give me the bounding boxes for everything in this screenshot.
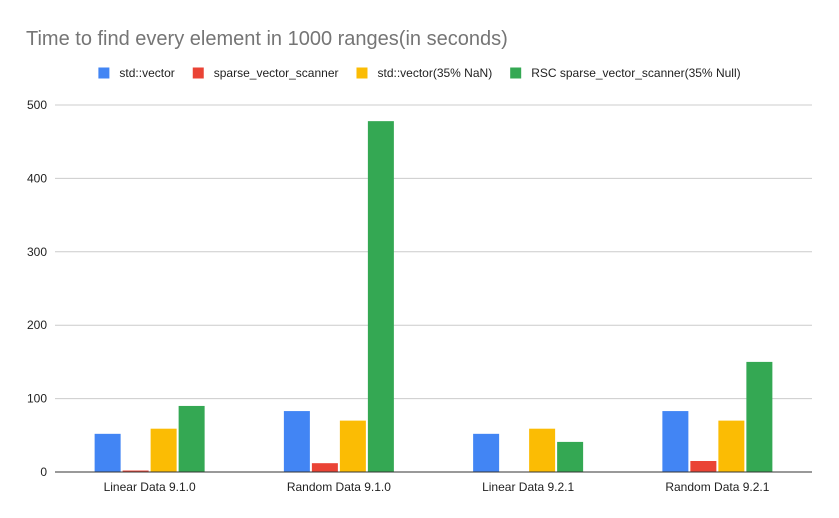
y-tick-label: 300 xyxy=(27,245,47,259)
x-tick-label: Linear Data 9.2.1 xyxy=(482,480,574,494)
x-tick-label: Random Data 9.1.0 xyxy=(287,480,391,494)
legend-label: RSC sparse_vector_scanner(35% Null) xyxy=(531,66,740,80)
bar xyxy=(718,420,745,472)
y-tick-label: 100 xyxy=(27,392,47,406)
y-tick-label: 0 xyxy=(40,465,47,479)
bar xyxy=(178,405,205,472)
bars xyxy=(94,121,773,472)
bar xyxy=(150,428,177,472)
bar xyxy=(746,361,773,472)
y-tick-label: 500 xyxy=(27,98,47,112)
bar xyxy=(94,433,121,472)
bar xyxy=(557,441,584,472)
legend-swatch xyxy=(510,67,522,79)
y-tick-label: 200 xyxy=(27,318,47,332)
legend: std::vector sparse_vector_scanner std::vec… xyxy=(98,66,741,80)
bar xyxy=(473,433,500,472)
bar xyxy=(690,460,717,472)
x-tick-label: Random Data 9.2.1 xyxy=(665,480,769,494)
bar xyxy=(662,411,689,472)
legend-swatch xyxy=(192,67,204,79)
bar xyxy=(529,428,556,472)
legend-label: std::vector(35% NaN) xyxy=(377,66,492,80)
legend-label: std::vector xyxy=(119,66,174,80)
gridlines xyxy=(55,104,812,400)
bar xyxy=(367,121,394,472)
bar xyxy=(283,411,310,472)
bar xyxy=(339,420,366,472)
y-tick-label: 400 xyxy=(27,171,47,185)
bar xyxy=(311,463,338,472)
legend-label: sparse_vector_scanner xyxy=(214,66,339,80)
bar xyxy=(122,470,149,472)
x-tick-label: Linear Data 9.1.0 xyxy=(104,480,196,494)
legend-swatch xyxy=(356,67,368,79)
legend-swatch xyxy=(98,67,110,79)
chart-title: Time to find every element in 1000 range… xyxy=(26,28,508,50)
x-axis-tick-labels: Linear Data 9.1.0 Random Data 9.1.0 Linear… xyxy=(104,480,770,494)
y-axis-tick-labels: 0 100 200 300 400 500 xyxy=(27,98,47,479)
